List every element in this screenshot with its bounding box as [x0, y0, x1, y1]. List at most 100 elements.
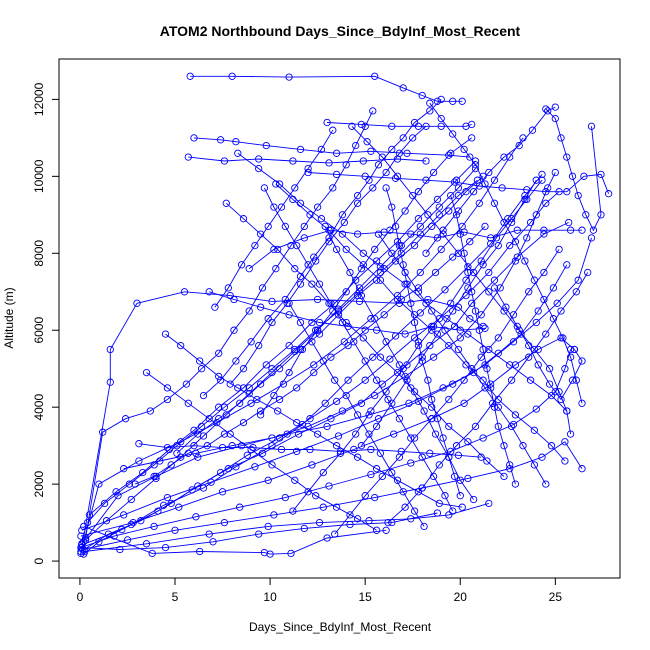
data-point	[239, 384, 248, 392]
data-point	[574, 191, 582, 200]
data-point	[83, 518, 92, 527]
data-point	[264, 476, 272, 484]
data-point	[532, 405, 540, 413]
data-point	[365, 411, 373, 419]
data-point	[222, 411, 230, 419]
data-point	[106, 345, 114, 354]
data-point	[327, 353, 335, 361]
data-point	[557, 395, 565, 404]
data-point	[380, 311, 388, 319]
series-52	[374, 230, 550, 488]
series-line	[288, 303, 425, 527]
data-point	[407, 230, 415, 238]
y-tick-label: 2000	[32, 470, 46, 497]
data-point	[452, 211, 461, 219]
data-point	[435, 203, 443, 211]
data-point	[256, 407, 265, 415]
data-point	[251, 241, 259, 250]
series-23	[120, 168, 559, 473]
data-point	[372, 526, 381, 534]
data-point	[551, 388, 559, 396]
data-point	[403, 376, 411, 384]
data-point	[490, 276, 499, 284]
data-point	[247, 338, 255, 346]
data-point	[500, 307, 508, 315]
data-point	[449, 380, 457, 388]
data-point	[386, 226, 394, 234]
data-point	[395, 415, 404, 423]
series-line	[225, 202, 505, 477]
data-point	[456, 492, 464, 500]
data-point	[498, 184, 506, 192]
series-48	[422, 103, 559, 257]
data-point	[256, 380, 265, 388]
data-point	[127, 495, 135, 504]
data-point	[494, 241, 502, 250]
data-point	[468, 120, 476, 129]
data-point	[471, 164, 480, 173]
data-point	[473, 176, 482, 184]
data-point	[395, 361, 404, 369]
data-point	[173, 449, 181, 457]
data-point	[445, 422, 453, 431]
data-point	[216, 136, 225, 144]
data-point	[346, 520, 354, 529]
data-point	[251, 463, 259, 471]
data-point	[471, 422, 480, 431]
series-line	[260, 137, 472, 416]
series-line	[123, 172, 556, 470]
y-tick-label: 8000	[32, 240, 46, 267]
series-10	[77, 334, 579, 540]
data-point	[511, 257, 520, 265]
x-tick-label: 15	[358, 590, 372, 604]
data-point	[433, 330, 442, 338]
data-point	[506, 461, 514, 469]
data-point	[372, 376, 381, 384]
data-point	[393, 172, 402, 180]
data-point	[230, 326, 238, 334]
data-point	[306, 445, 314, 454]
data-point	[504, 215, 512, 223]
data-point	[81, 536, 90, 544]
data-point	[414, 338, 423, 346]
data-point	[428, 415, 436, 423]
data-point	[300, 234, 308, 242]
data-point	[274, 245, 282, 254]
data-point	[313, 295, 322, 304]
series-line	[81, 237, 592, 531]
series-line	[351, 125, 572, 435]
series-line	[237, 152, 568, 412]
data-point	[236, 503, 244, 511]
data-point	[483, 457, 491, 465]
data-point	[361, 492, 369, 500]
data-point	[245, 390, 253, 398]
series-27	[289, 176, 546, 515]
series-19	[304, 168, 613, 198]
data-point	[454, 191, 463, 200]
data-point	[365, 176, 373, 184]
data-point	[268, 434, 276, 442]
data-point	[327, 299, 335, 307]
x-tick-label: 25	[549, 590, 563, 604]
data-point	[557, 134, 565, 142]
data-point	[230, 295, 238, 304]
data-point	[449, 307, 457, 315]
data-point	[393, 476, 402, 484]
data-point	[460, 145, 468, 154]
data-point	[353, 230, 362, 238]
series-16	[190, 134, 474, 161]
series-line	[190, 75, 463, 102]
data-point	[175, 503, 183, 511]
data-point	[344, 341, 352, 350]
data-point	[148, 549, 156, 558]
data-point	[388, 468, 396, 477]
data-point	[410, 434, 419, 442]
data-point	[159, 501, 168, 509]
data-point	[180, 288, 189, 296]
data-point	[393, 368, 402, 377]
data-point	[530, 426, 539, 434]
data-point	[481, 384, 489, 392]
data-point	[325, 159, 333, 167]
data-point	[376, 263, 385, 271]
data-point	[437, 245, 445, 254]
